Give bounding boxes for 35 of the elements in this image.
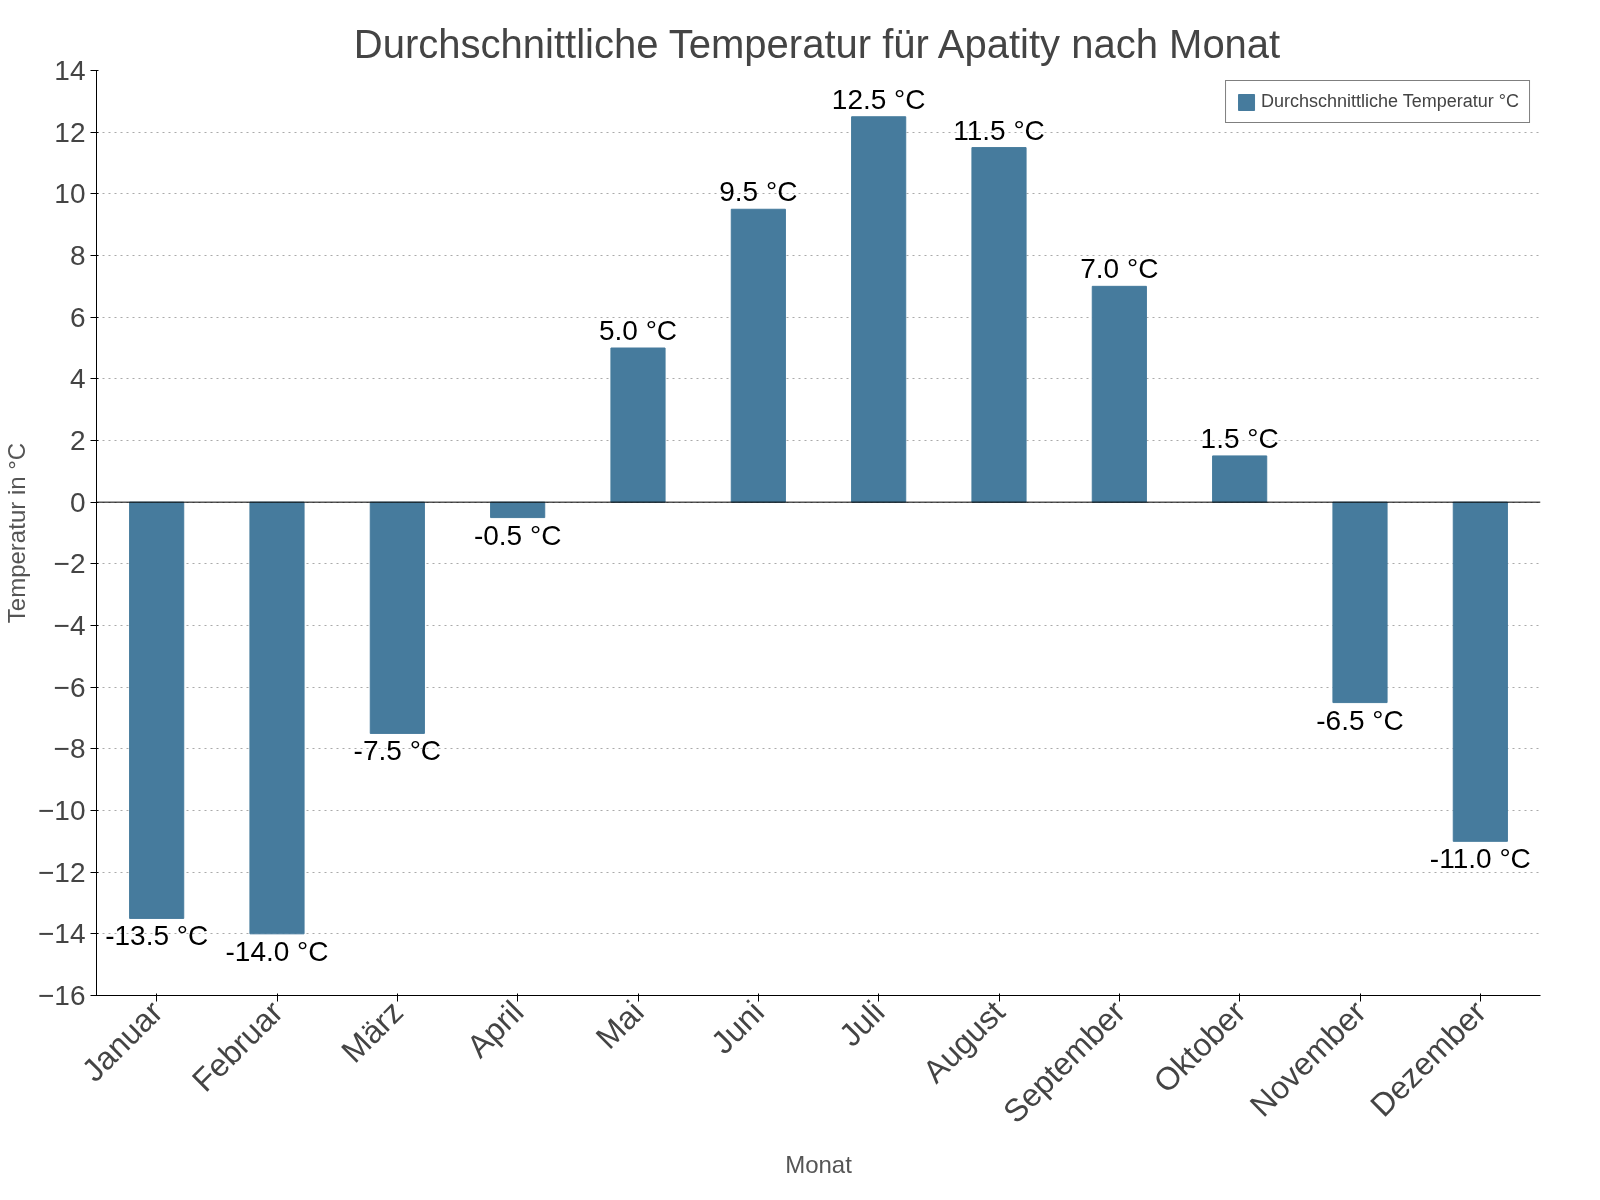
data-label: -14.0 °C — [225, 935, 329, 967]
data-label: 9.5 °C — [719, 176, 798, 208]
data-label: 12.5 °C — [831, 83, 926, 115]
data-label: -7.5 °C — [353, 735, 442, 767]
x-tick-label: Juni — [704, 993, 772, 1061]
y-tick-label: 12 — [54, 116, 86, 148]
data-label: -6.5 °C — [1316, 704, 1404, 736]
chart-title: Durchschnittliche Temperatur für Apatity nach Monat — [353, 21, 1281, 66]
data-label: 11.5 °C — [953, 114, 1045, 146]
data-label: -13.5 °C — [105, 920, 209, 952]
data-label: -11.0 °C — [1429, 843, 1531, 875]
y-tick-label: −8 — [53, 733, 86, 765]
y-tick-label: 14 — [54, 55, 86, 86]
y-tick-label: 4 — [69, 363, 86, 395]
y-tick-label: 8 — [69, 240, 86, 271]
x-tick-label: Mai — [588, 993, 651, 1056]
y-tick-label: −6 — [53, 671, 86, 703]
x-tick-label: Juli — [831, 993, 892, 1054]
data-label: 7.0 °C — [1080, 253, 1159, 285]
y-tick-label: −2 — [53, 548, 86, 580]
y-tick-label: 10 — [54, 178, 86, 210]
y-tick-label: −16 — [38, 980, 86, 1011]
y-tick-label: −12 — [38, 856, 86, 888]
y-tick-label: 2 — [69, 425, 86, 456]
data-label: 1.5 °C — [1200, 422, 1279, 454]
y-tick-label: 0 — [69, 486, 86, 518]
y-tick-label: −10 — [38, 795, 86, 826]
legend-label: Durchschnittliche Temperatur °C — [1261, 91, 1519, 112]
data-label: -0.5 °C — [473, 519, 562, 551]
y-tick-label: −14 — [38, 918, 86, 950]
y-tick-label: −4 — [53, 610, 86, 641]
x-axis-title: Monat — [785, 1150, 853, 1178]
y-axis-title: Temperatur in °C — [3, 442, 30, 624]
y-tick-label: 6 — [69, 301, 86, 333]
data-label: 5.0 °C — [598, 315, 678, 346]
